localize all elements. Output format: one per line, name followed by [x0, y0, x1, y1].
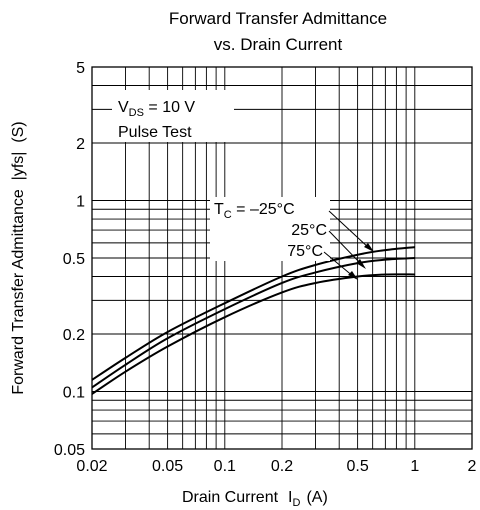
condition-pulse-test: Pulse Test [118, 124, 192, 141]
plot-frame [91, 66, 473, 450]
arrowhead-minus25 [364, 243, 374, 252]
leader-line-25 [328, 230, 363, 266]
tc-label-minus25: TC = –25°C [214, 201, 295, 221]
series-group [91, 246, 415, 395]
chart-title-line-2: vs. Drain Current [214, 35, 343, 54]
series-line-1 [91, 246, 415, 381]
leader-line-75 [323, 251, 355, 278]
condition-label-background [112, 90, 234, 142]
y-tick-labels: 0.05 0.1 0.2 0.5 1 2 5 [54, 60, 85, 459]
x-tick-label: 0.2 [271, 458, 293, 475]
y-tick-label: 1 [76, 194, 85, 211]
chart-title-line-1: Forward Transfer Admittance [169, 9, 387, 28]
x-tick-label: 0.05 [152, 458, 183, 475]
y-tick-label: 0.5 [63, 251, 85, 268]
leader-line-minus25 [328, 210, 371, 250]
y-tick-label: 2 [76, 136, 85, 153]
tc-label-background [210, 197, 330, 261]
x-axis-label: Drain Current ID (A) [182, 489, 328, 509]
tc-label-25: 25°C [291, 222, 327, 239]
x-tick-label: 0.02 [76, 458, 107, 475]
x-tick-label: 0.1 [214, 458, 236, 475]
x-tick-label: 1 [410, 458, 419, 475]
arrowhead-75 [348, 271, 358, 280]
condition-vds: VDS = 10 V [118, 99, 195, 119]
x-tick-labels: 0.02 0.05 0.1 0.2 0.5 1 2 [76, 458, 476, 475]
x-tick-label: 0.5 [346, 458, 368, 475]
y-tick-label: 5 [76, 60, 85, 77]
series-line-2 [91, 257, 415, 389]
arrowhead-25 [356, 259, 366, 269]
y-tick-label: 0.2 [63, 327, 85, 344]
y-tick-label: 0.05 [54, 442, 85, 459]
series-line-3 [91, 273, 415, 395]
y-axis-label: Forward Transfer Admittance |yfs| (S) [10, 121, 27, 394]
y-tick-label: 0.1 [63, 385, 85, 402]
tc-label-75: 75°C [287, 243, 323, 260]
x-tick-label: 2 [468, 458, 477, 475]
